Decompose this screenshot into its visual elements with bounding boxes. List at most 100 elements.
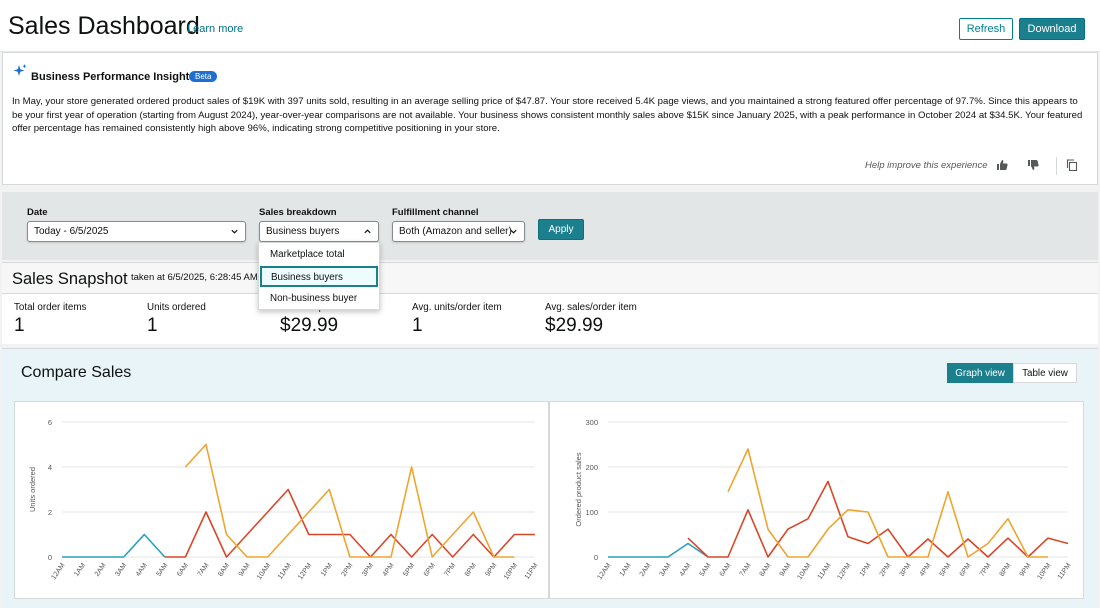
breakdown-dropdown-menu: Marketplace total Business buyers Non-bu… (258, 242, 380, 310)
metric-value: 1 (147, 315, 158, 336)
x-tick-label: 9AM (779, 562, 793, 578)
ordered-product-sales-chart: 0 100 200 300 Ordered product sales 12AM 1AM 2A… (574, 418, 1073, 581)
y-tick-label: 0 (594, 553, 598, 562)
download-button[interactable]: Download (1019, 18, 1085, 40)
snapshot-timestamp: taken at 6/5/2025, 6:28:45 AM (131, 272, 258, 283)
x-tick-label: 10PM (1036, 562, 1052, 581)
thumbs-up-icon[interactable] (996, 159, 1008, 171)
learn-more-link[interactable]: Learn more (187, 23, 244, 35)
series-line (687, 480, 1069, 558)
units-chart-card: 0 2 4 6 Units ordered 12AM 1AM 2AM 3AM 4AM 5AM 6AM 7… (14, 401, 549, 599)
y-tick-label: 100 (585, 508, 598, 517)
table-view-toggle[interactable]: Table view (1013, 363, 1077, 383)
compare-sales-section: Compare Sales Graph view Table view 0 2 4 6… (2, 348, 1098, 608)
x-tick-label: 1AM (619, 562, 633, 578)
breakdown-select-value: Business buyers (266, 226, 340, 237)
x-tick-label: 4AM (679, 562, 693, 578)
y-tick-label: 200 (585, 463, 598, 472)
x-tick-label: 11PM (1057, 562, 1073, 581)
metric-label: Avg. sales/order item (545, 302, 637, 313)
x-tick-label: 12PM (297, 562, 313, 581)
x-tick-label: 6AM (719, 562, 733, 578)
chevron-down-icon (510, 229, 517, 234)
x-tick-label: 7PM (979, 562, 993, 578)
x-tick-label: 2PM (879, 562, 893, 578)
metric-label: Avg. units/order item (412, 302, 502, 313)
option-business-buyers[interactable]: Business buyers (260, 266, 378, 287)
x-tick-label: 9AM (238, 562, 252, 578)
option-non-business-buyer[interactable]: Non-business buyer (270, 293, 358, 304)
x-tick-label: 2AM (639, 562, 653, 578)
x-tick-label: 7AM (739, 562, 753, 578)
metric-units-ordered: Units ordered 1 (147, 302, 206, 337)
copy-icon[interactable] (1066, 159, 1078, 171)
x-tick-label: 9PM (485, 562, 499, 578)
breakdown-select[interactable]: Business buyers (259, 221, 379, 242)
option-marketplace-total[interactable]: Marketplace total (270, 249, 345, 260)
x-tick-label: 5PM (402, 562, 416, 578)
x-tick-label: 12AM (596, 562, 612, 581)
apply-button[interactable]: Apply (538, 219, 584, 240)
x-tick-label: 4PM (919, 562, 933, 578)
header-bar: Sales Dashboard Learn more Refresh Downl… (0, 0, 1100, 52)
date-select[interactable]: Today - 6/5/2025 (27, 221, 246, 242)
series-line (184, 443, 515, 558)
x-tick-label: 5PM (939, 562, 953, 578)
insights-panel: Business Performance Insights Beta In Ma… (2, 52, 1098, 185)
x-tick-label: 4PM (382, 562, 396, 578)
x-tick-label: 8PM (999, 562, 1013, 578)
date-label: Date (27, 207, 48, 218)
metric-avg-units: Avg. units/order item 1 (412, 302, 502, 337)
series-line (62, 533, 166, 558)
insights-body: In May, your store generated ordered pro… (12, 96, 1083, 134)
sales-chart-card: 0 100 200 300 Ordered product sales 12AM 1AM 2A… (549, 401, 1084, 599)
x-tick-label: 3AM (659, 562, 673, 578)
x-tick-label: 4AM (135, 562, 149, 578)
metric-label: Units ordered (147, 302, 206, 313)
metric-value: $29.99 (545, 315, 604, 336)
x-tick-label: 2AM (94, 562, 108, 578)
x-tick-label: 3PM (899, 562, 913, 578)
x-tick-label: 12PM (836, 562, 852, 581)
x-tick-label: 6PM (423, 562, 437, 578)
x-tick-label: 9PM (1019, 562, 1033, 578)
y-axis-label: Ordered product sales (574, 452, 583, 526)
x-tick-label: 7PM (443, 562, 457, 578)
series-line (727, 448, 1048, 558)
compare-title: Compare Sales (21, 364, 132, 381)
x-tick-label: 12AM (50, 562, 66, 581)
beta-badge: Beta (189, 71, 218, 82)
filter-bar: Date Today - 6/5/2025 Sales breakdown Bu… (2, 192, 1098, 260)
x-tick-label: 5AM (155, 562, 169, 578)
metric-value: $29.99 (280, 315, 339, 336)
fulfillment-label: Fulfillment channel (392, 207, 479, 218)
insights-title: Business Performance Insights (31, 71, 196, 83)
x-tick-label: 11AM (817, 562, 833, 581)
series-line (164, 488, 535, 558)
metric-value: 1 (14, 315, 25, 336)
metric-label: Total order items (14, 302, 87, 313)
page-title: Sales Dashboard (8, 12, 200, 40)
help-improve-text: Help improve this experience (865, 160, 988, 171)
snapshot-title: Sales Snapshot (12, 270, 128, 288)
y-tick-label: 6 (48, 418, 52, 427)
fulfillment-select[interactable]: Both (Amazon and seller) (392, 221, 525, 242)
x-tick-label: 1PM (320, 562, 334, 578)
x-tick-label: 10PM (503, 562, 519, 581)
graph-view-toggle[interactable]: Graph view (947, 363, 1013, 383)
fulfillment-select-value: Both (Amazon and seller) (399, 226, 512, 237)
chevron-up-icon (364, 229, 371, 234)
chevron-down-icon (231, 229, 238, 234)
x-tick-label: 8AM (759, 562, 773, 578)
metric-avg-sales: Avg. sales/order item $29.99 (545, 302, 637, 337)
units-ordered-chart: 0 2 4 6 Units ordered 12AM 1AM 2AM 3AM 4AM 5AM 6AM 7… (28, 418, 540, 581)
x-tick-label: 3PM (361, 562, 375, 578)
x-tick-label: 8PM (464, 562, 478, 578)
snapshot-metrics: Total order items 1 Units ordered 1 Orde… (2, 294, 1098, 344)
thumbs-down-icon[interactable] (1027, 159, 1039, 171)
x-tick-label: 2PM (341, 562, 355, 578)
refresh-button[interactable]: Refresh (959, 18, 1013, 40)
x-tick-label: 7AM (197, 562, 211, 578)
metric-value: 1 (412, 315, 423, 336)
series-line (608, 542, 709, 558)
